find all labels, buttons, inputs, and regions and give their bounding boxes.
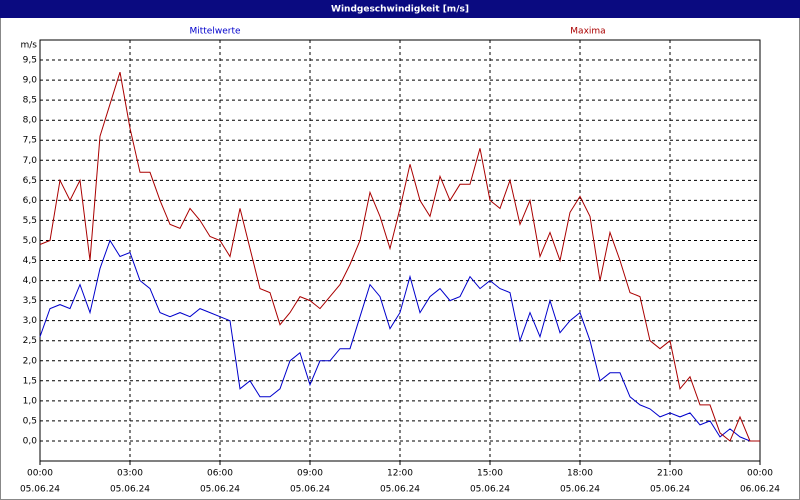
y-tick-label: 8,0 (23, 116, 38, 126)
x-tick-label: 00:00 (747, 469, 773, 479)
y-tick-label: 6,0 (23, 196, 38, 206)
y-tick-label: 4,0 (23, 276, 38, 286)
chart-title: Windgeschwindigkeit [m/s] (331, 5, 469, 15)
x-tick-label: 09:00 (297, 469, 323, 479)
y-tick-label: 0,0 (23, 436, 38, 446)
y-tick-label: 5,5 (23, 216, 37, 226)
x-tick-date: 05.06.24 (560, 485, 600, 495)
line-series (39, 71, 760, 442)
x-tick-label: 18:00 (567, 469, 593, 479)
y-tick-label: 2,5 (23, 336, 37, 346)
y-axis-label: m/s (21, 41, 38, 51)
y-tick-label: 1,5 (23, 376, 37, 386)
y-tick-label: 3,5 (23, 296, 37, 306)
y-tick-label: 7,5 (23, 136, 37, 146)
y-tick-label: 6,5 (23, 176, 37, 186)
y-tick-label: 2,0 (23, 356, 38, 366)
legend-label: Maxima (570, 27, 605, 37)
x-tick-date: 05.06.24 (380, 485, 420, 495)
y-tick-label: 0,5 (23, 416, 37, 426)
y-tick-label: 1,0 (23, 396, 38, 406)
x-tick-date: 05.06.24 (200, 485, 240, 495)
x-tick-label: 06:00 (207, 469, 233, 479)
y-tick-label: 9,0 (23, 76, 38, 86)
x-tick-date: 05.06.24 (470, 485, 510, 495)
x-tick-date: 05.06.24 (650, 485, 690, 495)
x-tick-date: 05.06.24 (290, 485, 330, 495)
y-tick-label: 8,5 (23, 96, 37, 106)
y-tick-label: 5,0 (23, 236, 38, 246)
x-tick-date: 05.06.24 (20, 485, 60, 495)
x-tick-label: 21:00 (657, 469, 683, 479)
x-tick-date: 06.06.24 (740, 485, 780, 495)
line-series (39, 239, 760, 442)
x-tick-label: 03:00 (117, 469, 143, 479)
x-tick-label: 00:00 (27, 469, 53, 479)
x-tick-label: 15:00 (477, 469, 503, 479)
x-tick-label: 12:00 (387, 469, 413, 479)
y-tick-label: 7,0 (23, 156, 38, 166)
y-tick-label: 3,0 (23, 316, 38, 326)
x-tick-date: 05.06.24 (110, 485, 150, 495)
y-tick-label: 4,5 (23, 256, 37, 266)
y-tick-label: 9,5 (23, 56, 37, 66)
title-bar (0, 0, 800, 18)
legend-label: Mittelwerte (189, 27, 240, 37)
